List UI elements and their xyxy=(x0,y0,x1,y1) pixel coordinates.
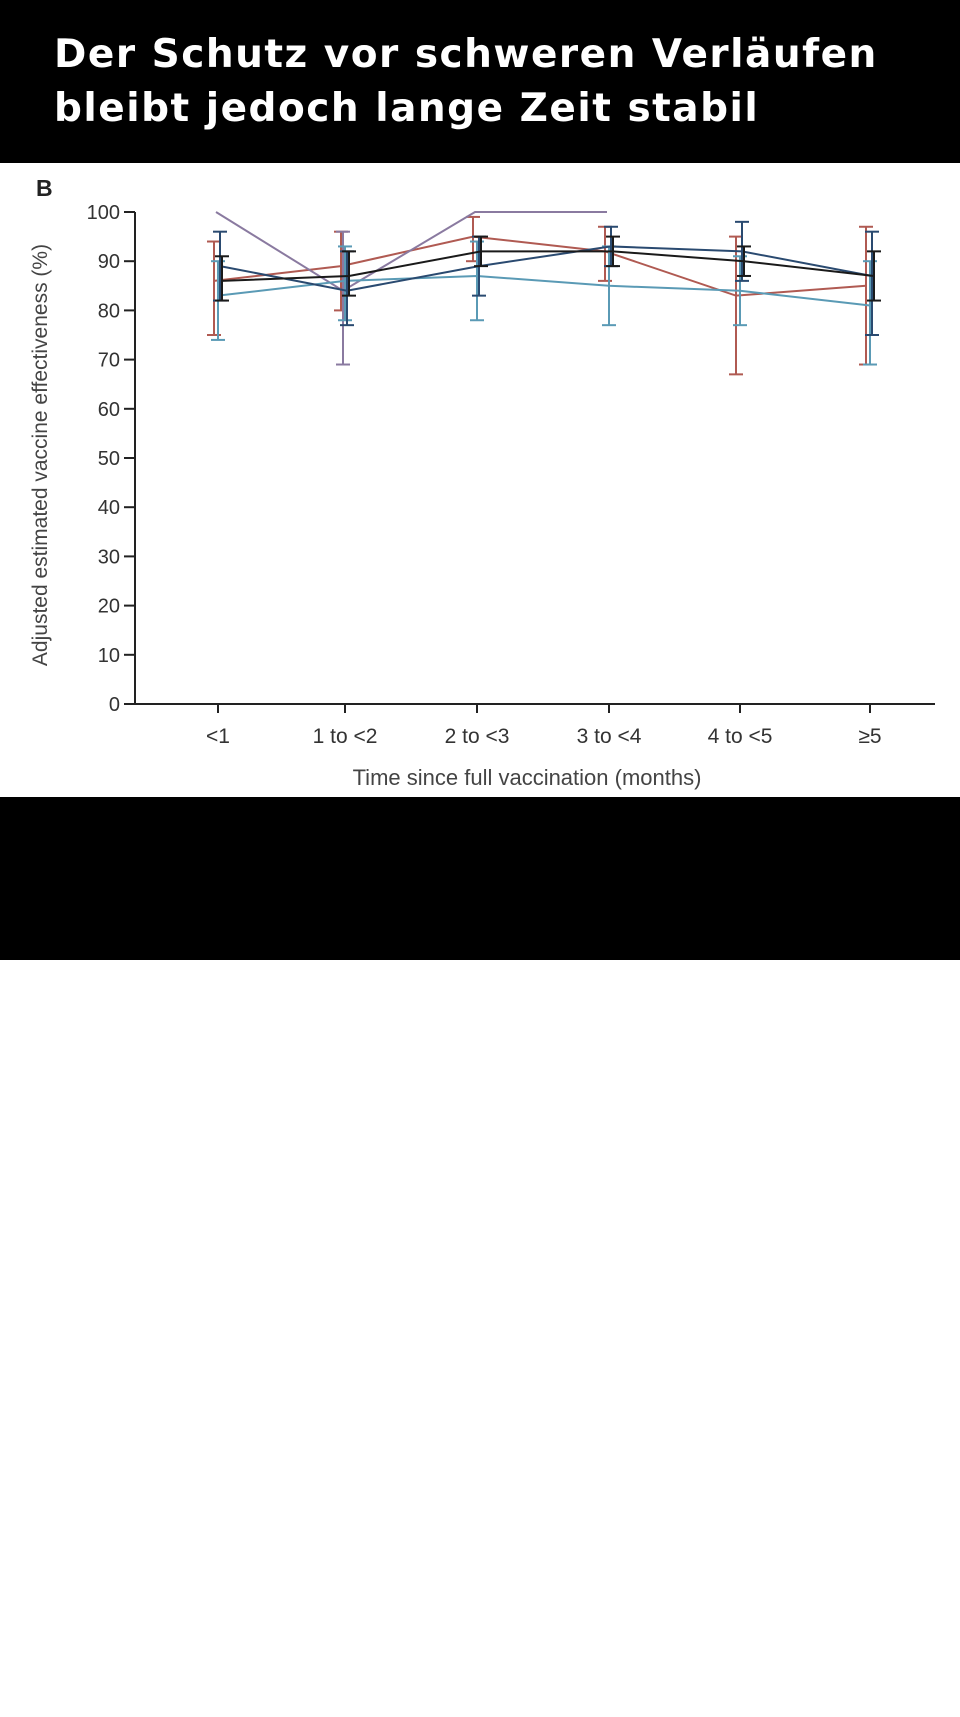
y-ticks: 0 10 20 30 40 50 60 70 80 90 100 xyxy=(87,202,135,716)
series-2 xyxy=(215,211,607,366)
y-tick-label: 100 xyxy=(87,202,120,224)
series-4 xyxy=(213,220,879,336)
x-tick-label: 4 to <5 xyxy=(708,725,773,748)
series-line xyxy=(213,235,867,297)
x-tick-label: <1 xyxy=(206,725,230,748)
chart-area: B 0 10 20 30 40 50 60 70 80 90 100 <1 1 to <2 2 to <… xyxy=(0,163,960,797)
y-axis-label: Adjusted estimated vaccine effectiveness… xyxy=(29,244,52,666)
series-line xyxy=(219,245,873,292)
top-banner: Der Schutz vor schweren Verläufen bleibt… xyxy=(0,0,960,163)
effectiveness-chart: B 0 10 20 30 40 50 60 70 80 90 100 <1 1 to <2 2 to <… xyxy=(29,175,935,790)
panel-label: B xyxy=(36,175,53,201)
y-tick-label: 40 xyxy=(98,497,120,519)
y-tick-label: 80 xyxy=(98,300,120,322)
y-tick-label: 70 xyxy=(98,350,120,372)
y-tick-label: 10 xyxy=(98,645,120,667)
y-tick-label: 90 xyxy=(98,251,120,273)
series-1 xyxy=(207,215,873,376)
y-tick-label: 30 xyxy=(98,546,120,568)
x-tick-label: 1 to <2 xyxy=(313,725,378,748)
y-tick-label: 0 xyxy=(109,694,120,716)
caption: Wirksamkeit gegenüber Hospitalisierung n… xyxy=(36,1627,870,1713)
x-tick-label: 2 to <3 xyxy=(445,725,510,748)
y-tick-label: 60 xyxy=(98,399,120,421)
series-5 xyxy=(215,235,881,302)
y-tick-label: 20 xyxy=(98,596,120,618)
bottom-banner: Wirksamkeit gegenüber Hospitalisierung n… xyxy=(0,797,960,1713)
series-line xyxy=(221,250,875,282)
series-line xyxy=(217,274,871,307)
y-tick-label: 50 xyxy=(98,448,120,470)
x-axis-label: Time since full vaccination (months) xyxy=(353,765,702,790)
series-3 xyxy=(211,240,877,366)
headline: Der Schutz vor schweren Verläufen bleibt… xyxy=(54,32,878,131)
x-tick-label: 3 to <4 xyxy=(577,725,642,748)
series-line xyxy=(215,211,607,292)
x-tick-label: ≥5 xyxy=(858,725,881,748)
x-ticks: <1 1 to <2 2 to <3 3 to <4 4 to <5 ≥5 xyxy=(206,704,882,748)
series-group xyxy=(207,211,881,376)
